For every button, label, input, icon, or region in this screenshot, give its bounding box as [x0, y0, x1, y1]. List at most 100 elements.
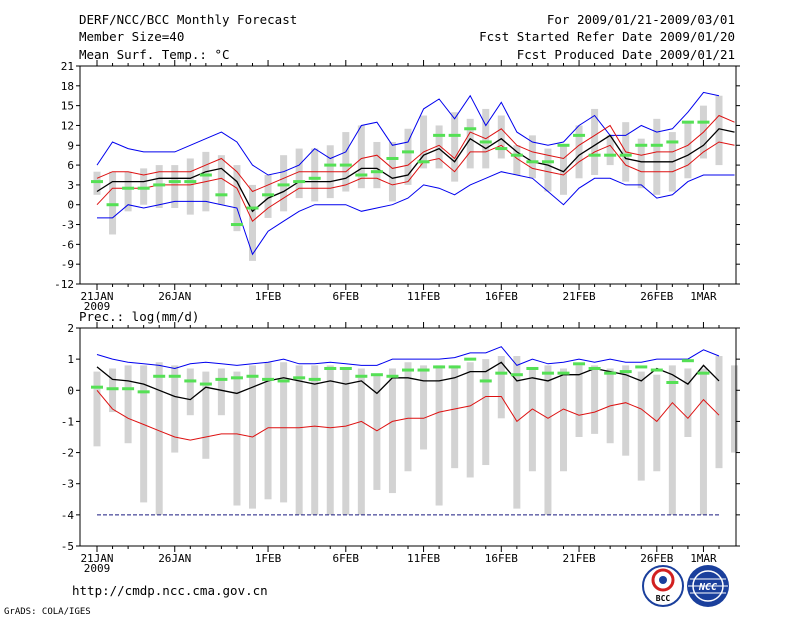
- temp-member-marker-5: [168, 180, 181, 184]
- prec-range-bar-15: [326, 365, 334, 515]
- prec-range-bar-40: [715, 356, 723, 469]
- prec-y-tick-label-0: -5: [61, 540, 74, 553]
- temp-range-bar-20: [404, 128, 412, 185]
- temp-y-tick-label-9: 15: [61, 100, 74, 113]
- temp-member-marker-39: [697, 120, 710, 124]
- prec-range-bar-32: [591, 365, 599, 434]
- temp-member-marker-9: [230, 223, 243, 227]
- temp-range-bar-38: [684, 122, 692, 179]
- start-date: Fcst Started Refer Date 2009/01/20: [479, 29, 735, 44]
- temp-member-marker-17: [355, 173, 368, 177]
- precipitation-panel: -5 -4 -3 -2 -1 0 1 2 21JAN 26JAN 1FEB 6FEB 11FEB 16FE…: [61, 322, 740, 575]
- produced-date: Fcst Produced Date 2009/01/21: [517, 47, 735, 62]
- temp-member-marker-26: [495, 147, 508, 151]
- chart-title: DERF/NCC/BCC Monthly Forecast: [79, 12, 297, 27]
- temp-range-bar-2: [124, 171, 132, 212]
- temp-member-marker-14: [308, 176, 321, 180]
- temp-member-marker-4: [153, 183, 166, 187]
- prec-range-bar-6: [186, 368, 194, 416]
- temp-range-bar-29: [544, 148, 552, 192]
- prec-x-tick-label-8: 1MAR: [690, 552, 717, 565]
- temp-member-marker-37: [666, 140, 679, 144]
- prec-range-bar-4: [155, 362, 163, 515]
- temp-y-axis: -12 -9 -6 -3 0 3 6 9 12 15 18 21: [54, 60, 740, 291]
- temp-year-label: 2009: [84, 300, 111, 313]
- temp-range-bar-17: [357, 125, 365, 189]
- bcc-logo: BCC: [642, 565, 684, 607]
- temp-range-bar-33: [606, 135, 614, 166]
- temp-range-bar-31: [575, 125, 583, 179]
- footer: http://cmdp.ncc.cma.gov.cn GrADS: COLA/I…: [4, 565, 729, 617]
- temp-member-marker-24: [464, 127, 477, 131]
- temp-member-marker-31: [573, 133, 586, 137]
- prec-x-tick-label-0: 21JAN: [80, 552, 113, 565]
- temp-x-tick-label-6: 21FEB: [562, 290, 595, 303]
- temp-range-bar-28: [528, 135, 536, 179]
- prec-x-tick-label-2: 1FEB: [255, 552, 282, 565]
- temp-range-bar-35: [637, 138, 645, 189]
- temp-x-tick-label-5: 16FEB: [485, 290, 518, 303]
- temp-member-marker-25: [479, 140, 492, 144]
- bcc-logo-text: BCC: [656, 594, 671, 603]
- prec-range-bar-29: [544, 365, 552, 515]
- temp-range-bar-26: [497, 115, 505, 159]
- prec-member-marker-30: [557, 371, 570, 375]
- prec-member-marker-36: [650, 368, 663, 372]
- prec-range-bar-14: [311, 365, 319, 515]
- temp-series-ensemble-mean: [96, 128, 735, 213]
- temp-member-marker-18: [370, 170, 383, 174]
- prec-series-upper-envelope: [96, 346, 720, 370]
- prec-range-bar-36: [653, 374, 661, 472]
- prec-member-marker-11: [262, 377, 275, 381]
- temp-member-marker-0: [91, 180, 103, 184]
- prec-y-tick-label-3: -2: [61, 447, 74, 460]
- temp-member-marker-38: [681, 120, 694, 124]
- prec-range-bar-25: [482, 359, 490, 466]
- temp-range-bar-13: [295, 148, 303, 199]
- prec-x-tick-label-3: 6FEB: [333, 552, 360, 565]
- prec-y-tick-label-5: 0: [67, 384, 74, 397]
- temp-range-bar-4: [155, 165, 163, 209]
- temp-x-tick-label-7: 26FEB: [640, 290, 673, 303]
- temp-y-tick-label-1: -9: [61, 258, 74, 271]
- temp-series-spread-upper: [96, 114, 735, 193]
- temp-member-marker-34: [619, 153, 632, 157]
- temp-y-tick-label-5: 3: [67, 179, 74, 192]
- prec-range-bar-31: [575, 365, 583, 437]
- prec-member-marker-7: [199, 382, 212, 386]
- prec-member-marker-8: [215, 377, 228, 381]
- prec-y-tick-label-6: 1: [67, 353, 74, 366]
- prec-member-marker-23: [448, 365, 461, 369]
- prec-range-bar-20: [404, 362, 412, 472]
- prec-range-bar-11: [264, 362, 272, 500]
- temp-x-axis: 21JAN 26JAN 1FEB 6FEB 11FEB 16FEB 21FEB 26FEB 1M…: [80, 60, 720, 313]
- temp-member-marker-36: [650, 143, 663, 147]
- prec-member-marker-2: [122, 387, 135, 391]
- temp-y-tick-label-6: 6: [67, 159, 74, 172]
- prec-range-bar-17: [357, 368, 365, 515]
- temp-range-bar-23: [451, 112, 459, 182]
- forecast-period: For 2009/01/21-2009/03/01: [547, 12, 735, 27]
- ncc-logo-lines: [688, 578, 728, 594]
- ncc-logo: NCC: [687, 565, 729, 607]
- prec-range-bar-7: [202, 371, 210, 459]
- prec-member-marker-6: [184, 379, 197, 383]
- prec-range-bar-2: [124, 365, 132, 444]
- prec-member-marker-35: [635, 365, 648, 369]
- temp-member-marker-28: [526, 160, 539, 164]
- prec-member-marker-20: [402, 368, 414, 372]
- temp-range-bar-0: [93, 171, 101, 195]
- prec-member-marker-1: [106, 387, 119, 391]
- prec-member-marker-12: [277, 379, 290, 383]
- prec-member-marker-37: [666, 381, 679, 384]
- prec-range-bar-26: [497, 356, 505, 419]
- temp-series-spread-lower: [96, 141, 735, 223]
- prec-x-tick-label-4: 11FEB: [407, 552, 440, 565]
- temp-y-tick-label-0: -12: [54, 278, 74, 291]
- temp-member-marker-27: [510, 153, 523, 157]
- grads-credit: GrADS: COLA/IGES: [4, 607, 91, 617]
- prec-member-marker-3: [137, 390, 150, 394]
- prec-range-bar-8: [217, 368, 225, 416]
